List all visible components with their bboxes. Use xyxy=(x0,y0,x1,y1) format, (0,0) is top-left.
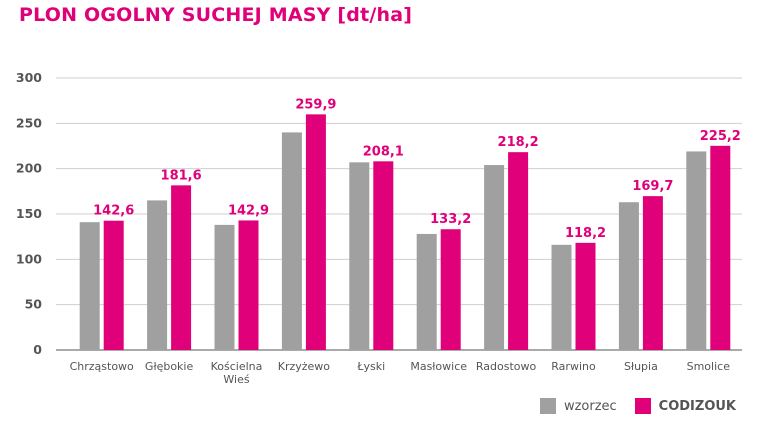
bar-codizouk-7 xyxy=(575,242,596,350)
data-label-8: 169,7 xyxy=(632,179,673,194)
data-label-6: 218,2 xyxy=(498,135,539,150)
data-label-4: 208,1 xyxy=(363,144,404,159)
y-tick-label-150: 150 xyxy=(16,206,42,221)
bar-codizouk-9 xyxy=(710,145,731,350)
legend-swatch-wzorzec xyxy=(539,398,556,414)
bar-codizouk-4 xyxy=(373,161,394,350)
y-tick-label-300: 300 xyxy=(16,70,42,85)
bar-codizouk-1 xyxy=(171,185,192,350)
bar-wzorzec-9 xyxy=(686,151,707,350)
data-label-3: 259,9 xyxy=(295,97,336,112)
chart-title: PLON OGOLNY SUCHEJ MASY [dt/ha] xyxy=(19,4,413,26)
bars xyxy=(79,114,731,350)
data-label-0: 142,6 xyxy=(93,204,134,219)
data-labels: 142,6 181,6 142,9 259,9 208,1 133,2 218,2 118,2… xyxy=(93,97,741,240)
y-tick-label-200: 200 xyxy=(16,161,42,176)
bar-wzorzec-6 xyxy=(484,165,505,350)
bar-codizouk-0 xyxy=(103,220,124,350)
x-tick-label-0: Chrząstowo xyxy=(70,360,134,373)
x-tick-label-4: Łyski xyxy=(356,360,385,373)
y-tick-label-100: 100 xyxy=(16,251,42,266)
y-tick-label-0: 0 xyxy=(33,342,42,357)
bar-wzorzec-4 xyxy=(349,162,370,350)
data-label-9: 225,2 xyxy=(700,129,741,144)
x-tick-label-1: Głębokie xyxy=(145,360,194,373)
y-tick-label-50: 50 xyxy=(25,297,43,312)
legend-item-codizouk: CODIZOUK xyxy=(634,398,736,414)
legend-item-wzorzec: wzorzec xyxy=(539,398,617,414)
bar-wzorzec-1 xyxy=(147,200,168,350)
data-label-2: 142,9 xyxy=(228,203,269,218)
x-tick-label-3: Krzyżewo xyxy=(278,360,331,373)
bar-codizouk-3 xyxy=(305,114,326,350)
data-label-1: 181,6 xyxy=(161,168,202,183)
data-label-7: 118,2 xyxy=(565,226,606,241)
x-tick-label-2: Kościelna Wieś xyxy=(211,360,263,386)
bar-codizouk-6 xyxy=(508,152,529,350)
legend-label-wzorzec: wzorzec xyxy=(563,398,617,414)
x-tick-label-6: Radostowo xyxy=(476,360,537,373)
bar-wzorzec-2 xyxy=(214,224,235,350)
bar-wzorzec-7 xyxy=(551,244,572,350)
data-label-5: 133,2 xyxy=(430,212,471,227)
axes: 0 50 100 150 200 250 300 Chrząstowo Głębokie Kośc… xyxy=(16,70,730,386)
bar-wzorzec-3 xyxy=(281,132,302,350)
bar-wzorzec-0 xyxy=(79,222,100,350)
bar-codizouk-8 xyxy=(642,196,663,350)
legend: wzorzec CODIZOUK xyxy=(539,398,736,414)
y-tick-label-250: 250 xyxy=(16,115,42,130)
bar-wzorzec-5 xyxy=(416,233,437,350)
x-tick-label-5: Masłowice xyxy=(410,360,467,373)
bar-wzorzec-8 xyxy=(618,202,639,350)
legend-swatch-codizouk xyxy=(634,398,651,414)
bar-codizouk-2 xyxy=(238,220,259,350)
legend-label-codizouk: CODIZOUK xyxy=(658,398,736,414)
x-tick-label-9: Smolice xyxy=(687,360,731,373)
bar-codizouk-5 xyxy=(440,229,461,350)
x-tick-label-8: Słupia xyxy=(624,360,658,373)
x-tick-label-7: Rarwino xyxy=(551,360,596,373)
